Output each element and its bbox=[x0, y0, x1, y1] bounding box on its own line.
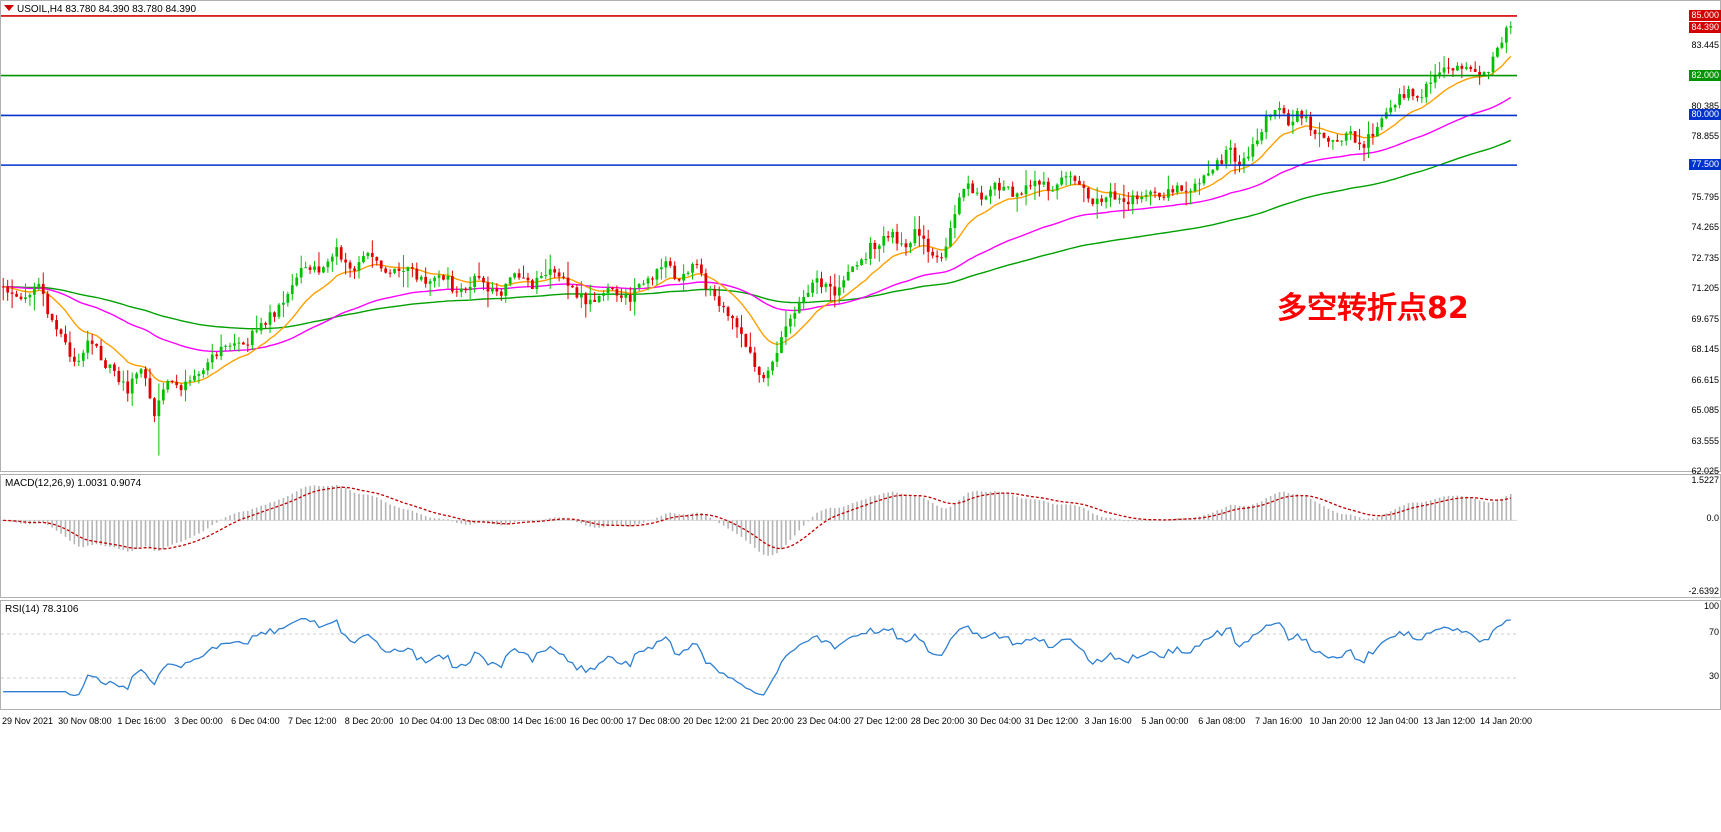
time-axis-tick: 3 Jan 16:00 bbox=[1084, 716, 1132, 726]
price-axis-label: 78.855 bbox=[1691, 131, 1719, 142]
price-tag-80: 80.000 bbox=[1689, 109, 1721, 121]
time-axis-tick: 13 Jan 12:00 bbox=[1423, 716, 1476, 726]
rsi-panel: RSI(14) 78.3106 bbox=[0, 600, 1721, 710]
time-axis-tick: 29 Nov 2021 bbox=[2, 716, 54, 726]
time-axis-tick: 30 Nov 08:00 bbox=[58, 716, 112, 726]
rsi-axis-label: 70 bbox=[1708, 627, 1719, 637]
time-axis-tick: 16 Dec 00:00 bbox=[569, 716, 624, 726]
time-axis-tick: 14 Jan 20:00 bbox=[1479, 716, 1533, 726]
macd-axis-label: -2.6392 bbox=[1688, 586, 1719, 596]
price-axis-label: 69.675 bbox=[1691, 313, 1719, 324]
rsi-axis-label: 30 bbox=[1708, 671, 1719, 681]
price-axis-label: 65.085 bbox=[1691, 405, 1719, 416]
price-axis-label: 80.385 bbox=[1691, 100, 1719, 111]
price-tag-85: 85.000 bbox=[1689, 9, 1721, 21]
chart-title: USOIL,H4 83.780 84.390 83.780 84.390 bbox=[17, 4, 197, 15]
time-axis-tick: 20 Dec 12:00 bbox=[683, 716, 737, 726]
time-axis-tick: 10 Jan 20:00 bbox=[1309, 716, 1362, 726]
chart-annotation: 多空转折点82 bbox=[1276, 291, 1469, 327]
price-axis-label: 72.735 bbox=[1691, 252, 1719, 263]
time-axis-tick: 17 Dec 08:00 bbox=[626, 716, 681, 726]
price-panel: USOIL,H4 83.780 84.390 83.780 84.390 bbox=[0, 0, 1721, 472]
time-axis-tick: 1 Dec 16:00 bbox=[117, 716, 166, 726]
time-axis-tick: 13 Dec 08:00 bbox=[455, 716, 510, 726]
down-arrow-icon bbox=[4, 5, 14, 11]
price-axis-label: 71.205 bbox=[1691, 283, 1719, 294]
time-axis-tick: 8 Dec 20:00 bbox=[344, 716, 394, 726]
time-axis-tick: 30 Dec 04:00 bbox=[967, 716, 1022, 726]
time-axis-tick: 6 Jan 08:00 bbox=[1198, 716, 1246, 726]
price-tag-82: 82.000 bbox=[1689, 69, 1721, 81]
time-axis-tick: 31 Dec 12:00 bbox=[1024, 716, 1078, 726]
time-axis-tick: 14 Dec 16:00 bbox=[512, 716, 567, 726]
time-axis-tick: 7 Jan 16:00 bbox=[1255, 716, 1303, 726]
time-axis-tick: 12 Jan 04:00 bbox=[1366, 716, 1419, 726]
price-axis-label: 62.025 bbox=[1691, 466, 1719, 476]
time-axis-tick: 21 Dec 20:00 bbox=[740, 716, 794, 726]
time-axis-tick: 7 Dec 12:00 bbox=[287, 716, 337, 726]
macd-title: MACD(12,26,9) 1.0031 0.9074 bbox=[5, 478, 142, 489]
time-axis-tick: 5 Jan 00:00 bbox=[1141, 716, 1189, 726]
price-axis-label: 74.265 bbox=[1691, 222, 1719, 233]
time-axis: 29 Nov 2021 30 Nov 08:00 1 Dec 16:00 3 Dec … bbox=[0, 712, 1721, 832]
price-axis-label: 63.555 bbox=[1691, 435, 1719, 446]
price-tag-last: 84.390 bbox=[1689, 22, 1721, 34]
price-axis-label: 66.615 bbox=[1691, 374, 1719, 385]
price-axis-label: 83.445 bbox=[1691, 39, 1719, 50]
price-axis-label: 68.145 bbox=[1691, 344, 1719, 355]
rsi-plot-area[interactable] bbox=[1, 601, 1720, 709]
rsi-title: RSI(14) 78.3106 bbox=[5, 604, 79, 615]
rsi-axis-label: 100 bbox=[1703, 601, 1719, 611]
price-tag-775: 77.500 bbox=[1689, 159, 1721, 171]
time-axis-tick: 27 Dec 12:00 bbox=[853, 716, 908, 726]
macd-axis-label: 0.0 bbox=[1706, 513, 1719, 524]
time-axis-tick: 10 Dec 04:00 bbox=[399, 716, 453, 726]
time-axis-tick: 23 Dec 04:00 bbox=[797, 716, 851, 726]
macd-panel: MACD(12,26,9) 1.0031 0.9074 bbox=[0, 474, 1721, 598]
time-axis-tick: 6 Dec 04:00 bbox=[231, 716, 280, 726]
macd-axis-label: 1.5227 bbox=[1691, 475, 1719, 485]
price-plot-area[interactable] bbox=[1, 1, 1720, 471]
time-axis-tick: 3 Dec 00:00 bbox=[174, 716, 223, 726]
price-axis-label: 75.795 bbox=[1691, 192, 1719, 203]
macd-plot-area[interactable] bbox=[1, 475, 1720, 597]
time-axis-tick: 28 Dec 20:00 bbox=[910, 716, 965, 726]
